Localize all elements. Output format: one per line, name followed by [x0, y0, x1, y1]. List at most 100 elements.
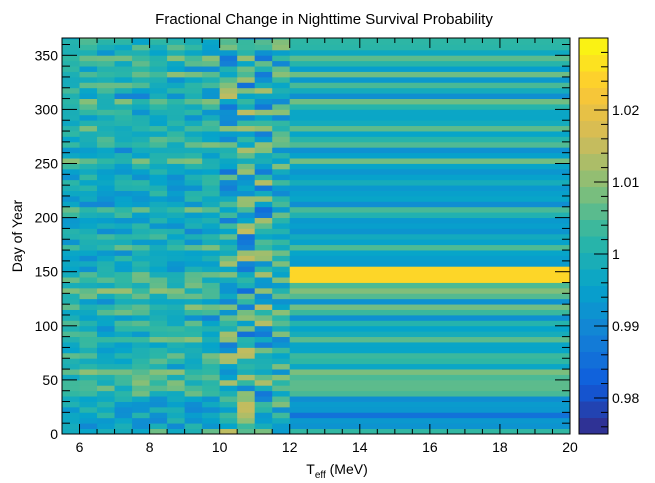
- heatmap-cell: [167, 314, 186, 321]
- heatmap-cell: [149, 352, 168, 359]
- heatmap-cell: [114, 293, 133, 300]
- heatmap-cell: [219, 109, 238, 116]
- heatmap-cell: [254, 104, 273, 110]
- heatmap-cell: [184, 168, 203, 175]
- heatmap-cell: [114, 60, 133, 67]
- heatmap-cell: [79, 390, 98, 397]
- heatmap-cell: [167, 385, 186, 392]
- heatmap-cell: [254, 71, 273, 78]
- heatmap-cell: [237, 271, 256, 278]
- heatmap-cell: [149, 223, 168, 229]
- heatmap-cell: [79, 352, 98, 359]
- heatmap-cell: [202, 179, 221, 186]
- heatmap-cell: [272, 174, 291, 181]
- heatmap-cell: [167, 428, 186, 435]
- heatmap-cell: [237, 320, 256, 327]
- heatmap-cell: [114, 82, 133, 89]
- heatmap-cell: [97, 239, 116, 246]
- heatmap-cell: [289, 66, 570, 72]
- heatmap-cell: [132, 309, 151, 316]
- heatmap-cell: [202, 374, 221, 381]
- y-tick-label: 50: [42, 372, 58, 388]
- heatmap-cell: [149, 104, 168, 110]
- heatmap-cell: [114, 320, 133, 327]
- x-tick-label: 18: [492, 439, 508, 455]
- heatmap-cell: [202, 423, 221, 429]
- heatmap-cell: [184, 250, 203, 256]
- heatmap-cell: [97, 309, 116, 316]
- heatmap-cell: [149, 385, 168, 392]
- heatmap-cell: [97, 71, 116, 78]
- heatmap-cell: [149, 379, 168, 386]
- heatmap-cell: [289, 374, 570, 381]
- heatmap-cell: [132, 363, 151, 370]
- heatmap-cell: [219, 406, 238, 413]
- heatmap-cell: [237, 304, 256, 310]
- heatmap-cell: [202, 228, 221, 235]
- heatmap-cell: [254, 82, 273, 89]
- heatmap-cell: [237, 298, 256, 305]
- heatmap-cell: [219, 352, 238, 359]
- heatmap-cell: [132, 255, 151, 262]
- heatmap-cell: [202, 223, 221, 229]
- heatmap-cell: [254, 217, 273, 224]
- heatmap-cell: [97, 277, 116, 283]
- heatmap-cell: [114, 44, 133, 51]
- heatmap-cell: [272, 55, 291, 62]
- x-tick-label: 12: [282, 439, 298, 455]
- heatmap-cell: [149, 76, 168, 83]
- heatmap-cell: [149, 195, 168, 202]
- x-tick-label: 16: [422, 439, 438, 455]
- heatmap-cell: [114, 131, 133, 137]
- heatmap-cell: [219, 98, 238, 105]
- x-tick-label: 14: [352, 439, 368, 455]
- heatmap-cell: [237, 71, 256, 78]
- heatmap-cell: [272, 363, 291, 370]
- heatmap-cell: [254, 358, 273, 365]
- heatmap-cell: [62, 314, 81, 321]
- heatmap-cell: [202, 293, 221, 300]
- heatmap-cell: [132, 141, 151, 148]
- heatmap-cell: [62, 352, 81, 359]
- heatmap-cell: [289, 82, 570, 89]
- heatmap-cell: [132, 104, 151, 110]
- y-tick-label: 0: [50, 426, 58, 442]
- heatmap-cell: [184, 131, 203, 137]
- heatmap-cell: [237, 39, 256, 45]
- heatmap-cell: [114, 168, 133, 175]
- heatmap-cell: [237, 293, 256, 300]
- heatmap-cell: [132, 114, 151, 121]
- heatmap-cell: [219, 163, 238, 170]
- heatmap-cell: [132, 417, 151, 424]
- heatmap-cell: [167, 271, 186, 278]
- heatmap-cell: [289, 266, 570, 273]
- heatmap-cell: [132, 250, 151, 256]
- heatmap-cell: [289, 336, 570, 343]
- heatmap-cell: [202, 385, 221, 392]
- heatmap-cell: [219, 44, 238, 51]
- heatmap-cell: [272, 185, 291, 191]
- heatmap-cell: [132, 266, 151, 273]
- heatmap-cell: [289, 347, 570, 354]
- heatmap-cell: [289, 136, 570, 143]
- heatmap-cell: [62, 120, 81, 127]
- y-tick-label: 150: [35, 264, 59, 280]
- heatmap-cell: [79, 244, 98, 251]
- heatmap-cell: [184, 104, 203, 110]
- heatmap-cell: [202, 195, 221, 202]
- heatmap-cell: [114, 417, 133, 424]
- heatmap-cell: [149, 49, 168, 56]
- heatmap-cell: [62, 98, 81, 105]
- heatmap-cell: [167, 104, 186, 110]
- heatmap-cell: [254, 314, 273, 321]
- heatmap-cell: [132, 185, 151, 191]
- heatmap-cell: [289, 282, 570, 289]
- heatmap-cell: [97, 44, 116, 51]
- heatmap-cell: [237, 163, 256, 170]
- heatmap-cell: [97, 163, 116, 170]
- heatmap-cell: [149, 44, 168, 51]
- heatmap-cell: [79, 82, 98, 89]
- heatmap-cell: [219, 255, 238, 262]
- heatmap-cell: [149, 266, 168, 273]
- heatmap-cell: [289, 331, 570, 338]
